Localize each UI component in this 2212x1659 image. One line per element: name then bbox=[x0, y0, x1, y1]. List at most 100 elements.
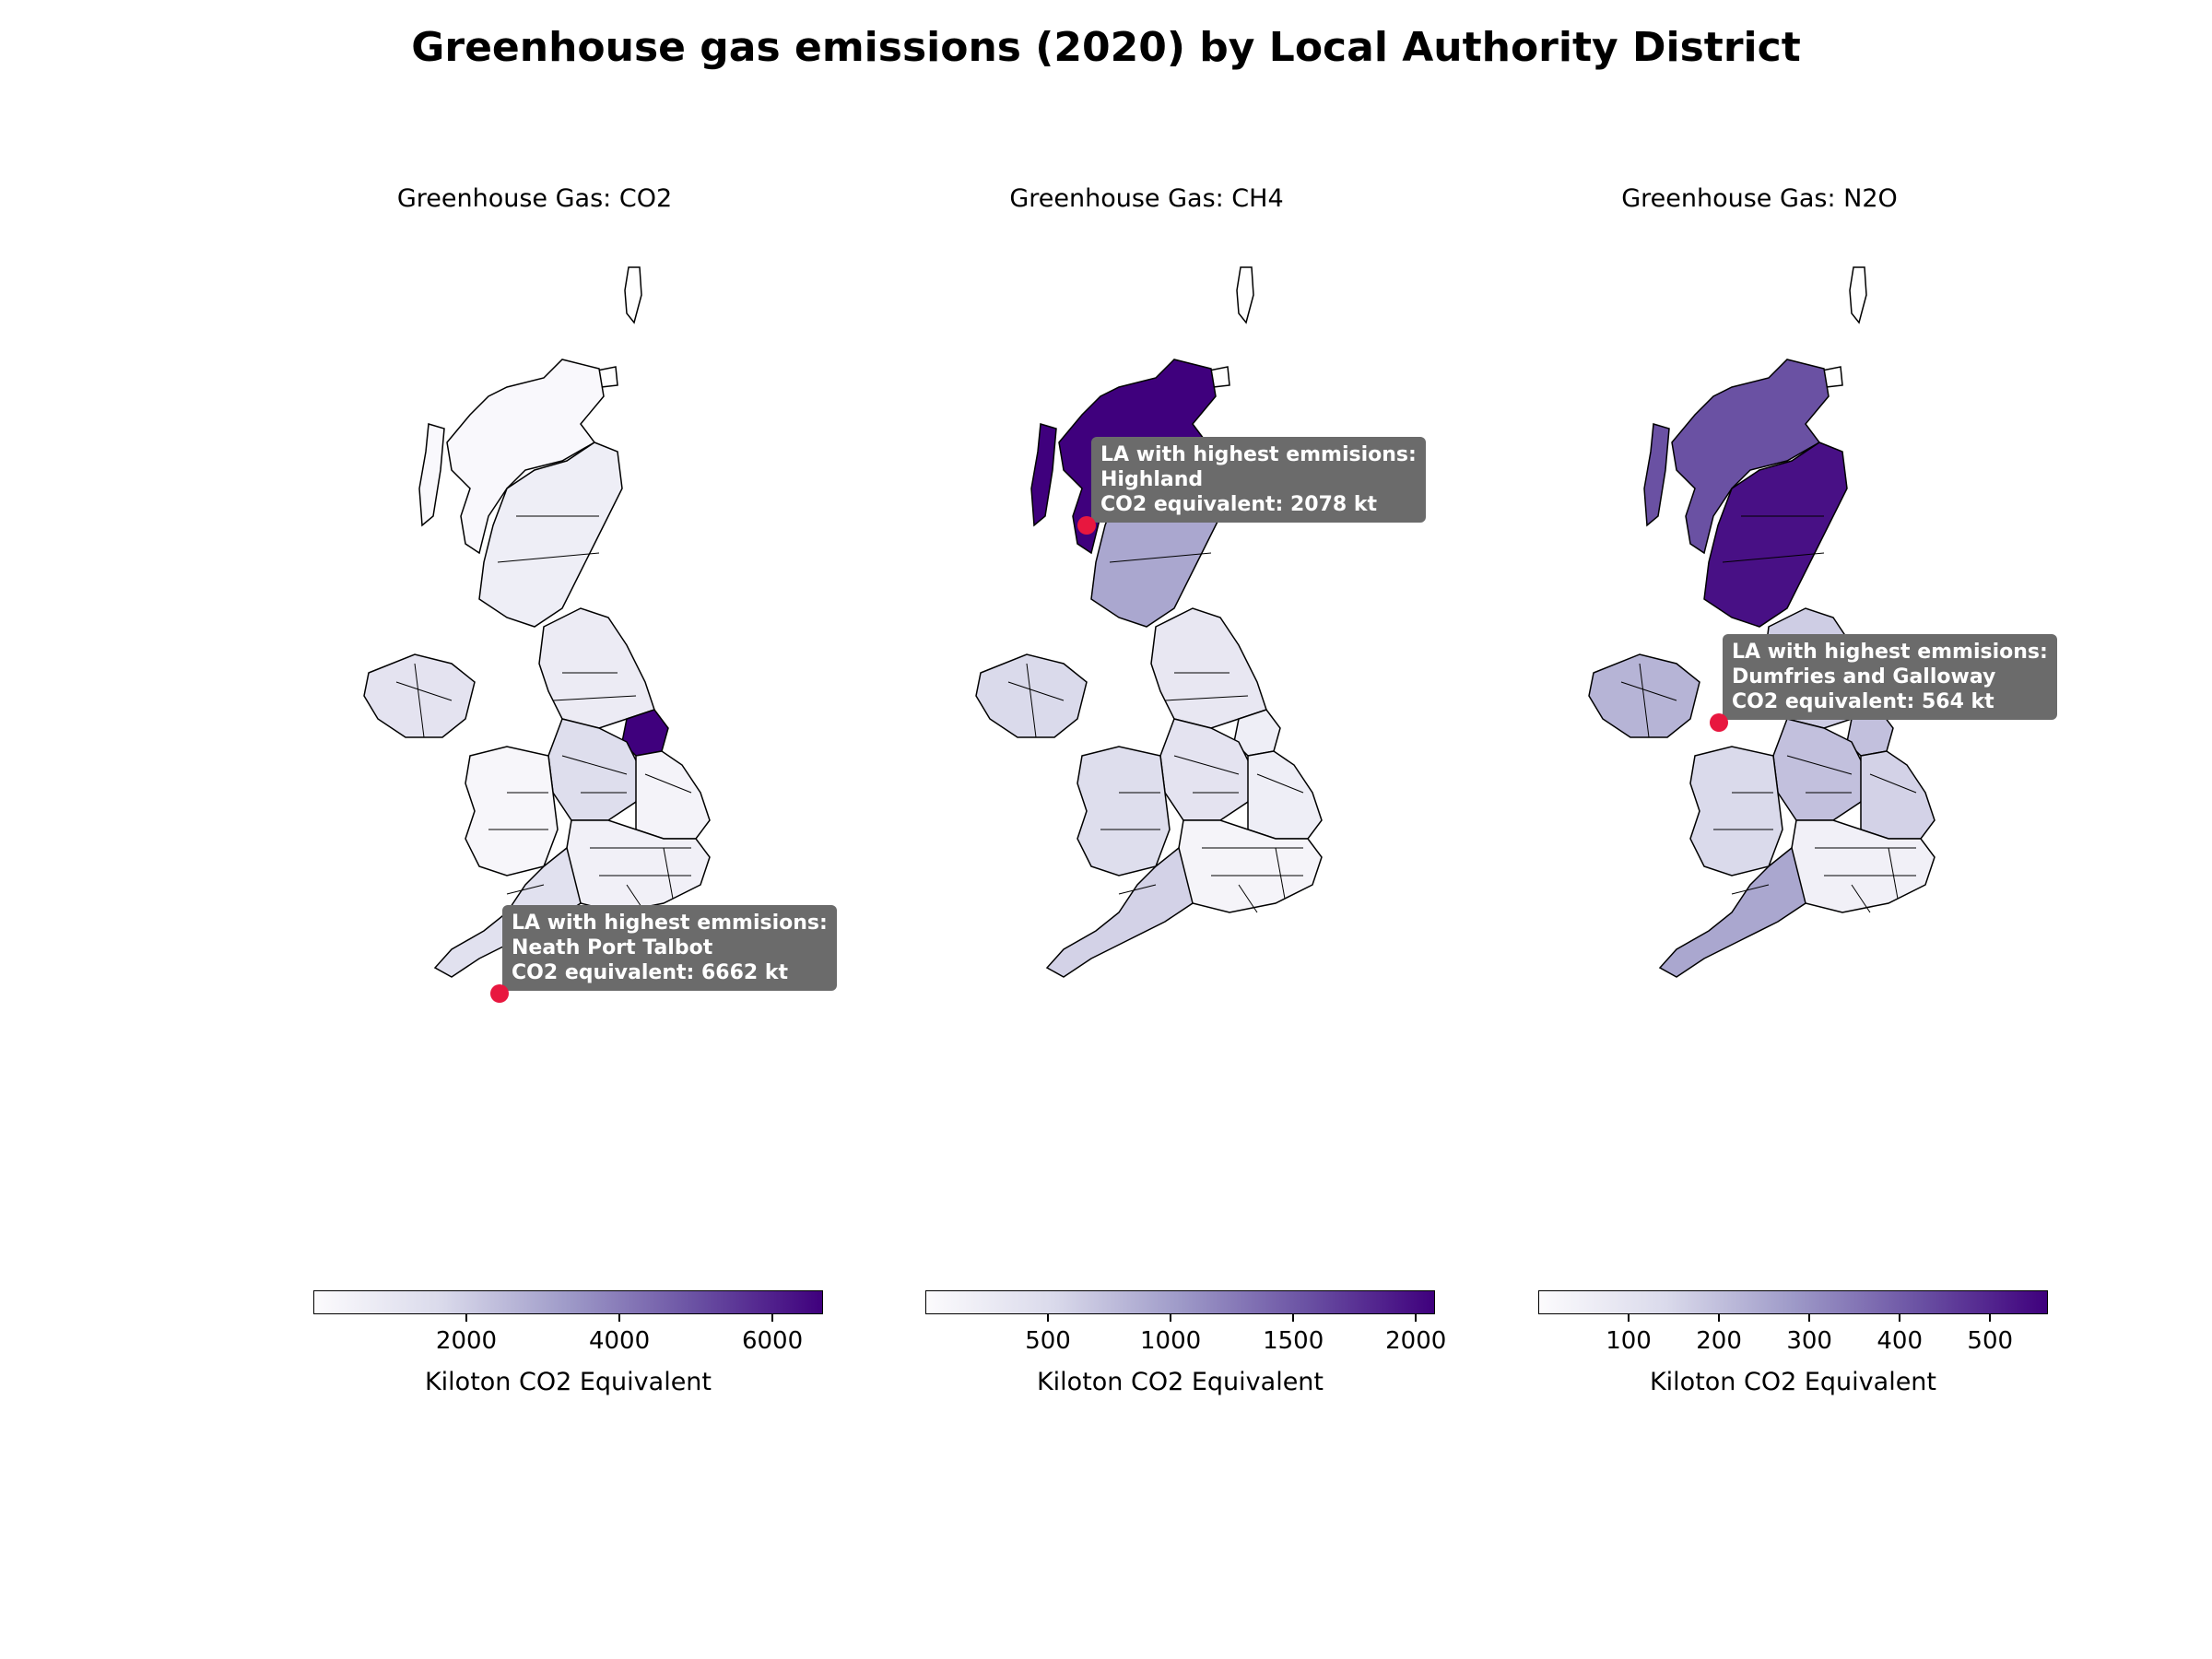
callout-value: CO2 equivalent: 2078 kt bbox=[1100, 493, 1378, 516]
map-panel-n2o: Greenhouse Gas: N2O LA with highest emmi… bbox=[1455, 0, 2064, 1659]
region-scotland-south bbox=[478, 441, 623, 628]
colorbar-tick-label: 100 bbox=[1606, 1327, 1652, 1355]
callout-heading: LA with highest emmisions: bbox=[1732, 641, 2048, 664]
district-boundary bbox=[497, 552, 600, 563]
colorbar-tick-label: 2000 bbox=[1385, 1327, 1447, 1355]
region-scotland-north bbox=[446, 359, 605, 555]
district-boundary bbox=[506, 884, 545, 895]
region-hebrides bbox=[1643, 423, 1670, 527]
region-northern-ireland bbox=[363, 653, 476, 738]
panel-title: Greenhouse Gas: N2O bbox=[1621, 184, 1898, 213]
region-southwest bbox=[1658, 846, 1806, 978]
district-boundary bbox=[1888, 847, 1899, 900]
highest-emission-callout: LA with highest emmisions: Highland CO2 … bbox=[1091, 437, 1426, 523]
uk-map-ch4 bbox=[975, 266, 1323, 978]
region-north-england bbox=[1150, 607, 1267, 729]
colorbar-label: Kiloton CO2 Equivalent bbox=[1036, 1368, 1324, 1396]
region-southwest bbox=[1045, 846, 1194, 978]
region-northern-ireland bbox=[1588, 653, 1700, 738]
region-shetland bbox=[1849, 266, 1867, 324]
callout-la-name: Dumfries and Galloway bbox=[1732, 665, 1996, 688]
region-wales bbox=[465, 746, 559, 877]
region-wales bbox=[1689, 746, 1783, 877]
figure-title: Greenhouse gas emissions (2020) by Local… bbox=[411, 24, 1801, 71]
colorbar-tick-mark bbox=[1808, 1314, 1810, 1322]
region-east bbox=[1860, 750, 1936, 840]
district-boundary bbox=[1026, 663, 1037, 738]
highest-emission-callout: LA with highest emmisions: Neath Port Ta… bbox=[502, 905, 837, 991]
colorbar-tick-label: 400 bbox=[1877, 1327, 1923, 1355]
colorbar-tick-label: 1000 bbox=[1140, 1327, 1202, 1355]
district-boundary bbox=[1639, 663, 1650, 738]
colorbar bbox=[1538, 1290, 2048, 1314]
colorbar-tick-mark bbox=[1170, 1314, 1171, 1322]
district-boundary bbox=[552, 695, 637, 701]
colorbar-ticks: 100 200 300 400 500 bbox=[1538, 1314, 2048, 1370]
district-boundary bbox=[1731, 884, 1770, 895]
region-east bbox=[1247, 750, 1323, 840]
colorbar-ticks: 2000 4000 6000 bbox=[313, 1314, 823, 1370]
colorbar-tick-mark bbox=[1292, 1314, 1294, 1322]
colorbar-label: Kiloton CO2 Equivalent bbox=[424, 1368, 712, 1396]
district-boundary bbox=[561, 755, 628, 775]
district-boundary bbox=[644, 773, 692, 794]
district-boundary bbox=[1238, 884, 1258, 913]
region-hebrides bbox=[418, 423, 445, 527]
map-panel-ch4: Greenhouse Gas: CH4 LA with highest emmi… bbox=[842, 0, 1451, 1659]
district-boundary bbox=[663, 847, 674, 900]
district-boundary bbox=[1173, 755, 1240, 775]
colorbar-tick-mark bbox=[1415, 1314, 1417, 1322]
highest-emission-marker bbox=[490, 984, 509, 1003]
district-boundary bbox=[1256, 773, 1304, 794]
callout-heading: LA with highest emmisions: bbox=[512, 912, 828, 935]
colorbar-tick-label: 500 bbox=[1967, 1327, 2014, 1355]
callout-heading: LA with highest emmisions: bbox=[1100, 443, 1417, 466]
region-shetland bbox=[1236, 266, 1254, 324]
colorbar bbox=[925, 1290, 1435, 1314]
highest-emission-marker bbox=[1710, 713, 1728, 732]
region-hebrides bbox=[1030, 423, 1057, 527]
district-boundary bbox=[1869, 773, 1917, 794]
map-panel-co2: Greenhouse Gas: CO2 LA with highest emmi… bbox=[230, 0, 839, 1659]
colorbar-tick-label: 1500 bbox=[1263, 1327, 1324, 1355]
colorbar-tick-label: 6000 bbox=[741, 1327, 804, 1355]
region-wales bbox=[1077, 746, 1171, 877]
region-east bbox=[635, 750, 711, 840]
region-scotland-north bbox=[1671, 359, 1830, 555]
colorbar-label: Kiloton CO2 Equivalent bbox=[1649, 1368, 1937, 1396]
colorbar-tick-label: 300 bbox=[1786, 1327, 1832, 1355]
district-boundary bbox=[1118, 884, 1157, 895]
panel-title: Greenhouse Gas: CH4 bbox=[1009, 184, 1284, 213]
colorbar-tick-mark bbox=[1047, 1314, 1049, 1322]
colorbar-tick-mark bbox=[465, 1314, 467, 1322]
region-north-england bbox=[538, 607, 655, 729]
uk-map-co2 bbox=[363, 266, 711, 978]
region-scotland-south bbox=[1703, 441, 1848, 628]
colorbar-tick-mark bbox=[618, 1314, 620, 1322]
callout-la-name: Highland bbox=[1100, 468, 1204, 491]
callout-value: CO2 equivalent: 6662 kt bbox=[512, 961, 789, 984]
region-northern-ireland bbox=[975, 653, 1088, 738]
district-boundary bbox=[1786, 755, 1853, 775]
colorbar-tick-label: 500 bbox=[1025, 1327, 1071, 1355]
district-boundary bbox=[1109, 552, 1212, 563]
highest-emission-callout: LA with highest emmisions: Dumfries and … bbox=[1723, 634, 2057, 720]
colorbar-tick-mark bbox=[1899, 1314, 1900, 1322]
colorbar-tick-mark bbox=[1989, 1314, 1991, 1322]
district-boundary bbox=[414, 663, 425, 738]
colorbar-tick-mark bbox=[771, 1314, 773, 1322]
district-boundary bbox=[1164, 695, 1249, 701]
colorbar bbox=[313, 1290, 823, 1314]
district-boundary bbox=[395, 681, 453, 701]
district-boundary bbox=[1722, 552, 1825, 563]
district-boundary bbox=[1007, 681, 1065, 701]
district-boundary bbox=[1851, 884, 1871, 913]
district-boundary bbox=[1275, 847, 1286, 900]
colorbar-ticks: 500 1000 1500 2000 bbox=[925, 1314, 1446, 1370]
colorbar-tick-label: 200 bbox=[1696, 1327, 1742, 1355]
region-shetland bbox=[624, 266, 642, 324]
panel-title: Greenhouse Gas: CO2 bbox=[396, 184, 673, 213]
colorbar-tick-label: 2000 bbox=[435, 1327, 498, 1355]
highest-emission-marker bbox=[1077, 516, 1096, 535]
